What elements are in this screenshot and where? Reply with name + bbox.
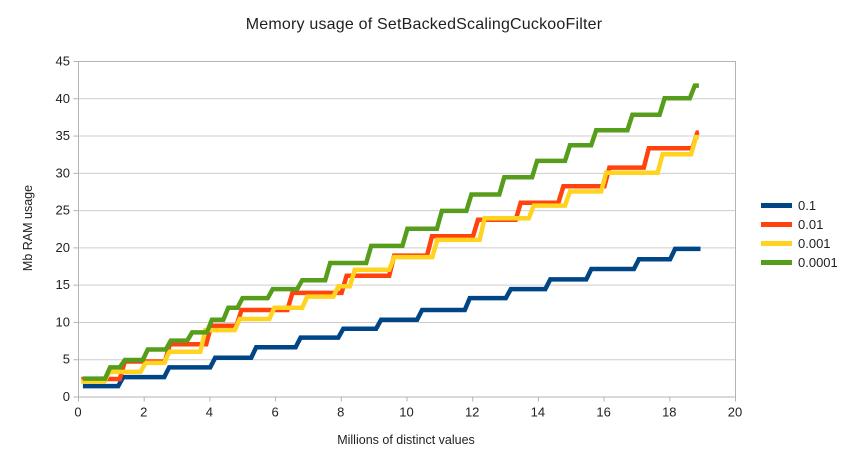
y-tick-label-15: 15 bbox=[56, 277, 70, 292]
legend-swatch-0.1 bbox=[761, 203, 792, 208]
series-line-0.001 bbox=[81, 134, 699, 384]
y-tick-label-30: 30 bbox=[56, 165, 70, 180]
y-tick-label-10: 10 bbox=[56, 314, 70, 329]
y-tick-label-25: 25 bbox=[56, 203, 70, 218]
x-tick-label-16: 16 bbox=[596, 405, 610, 420]
series-lines bbox=[81, 83, 701, 389]
x-tick-label-18: 18 bbox=[662, 405, 676, 420]
y-tick-label-0: 0 bbox=[63, 389, 70, 404]
axis-ticks bbox=[73, 61, 736, 402]
legend: 0.1 0.01 0.001 0.0001 bbox=[761, 196, 838, 272]
legend-swatch-0.0001 bbox=[761, 260, 792, 265]
gridlines bbox=[78, 61, 735, 361]
x-tick-label-0: 0 bbox=[74, 405, 81, 420]
y-tick-label-45: 45 bbox=[56, 54, 70, 69]
x-tick-label-12: 12 bbox=[465, 405, 479, 420]
legend-label: 0.0001 bbox=[798, 255, 838, 270]
y-tick-label-40: 40 bbox=[56, 91, 70, 106]
legend-swatch-0.001 bbox=[761, 241, 792, 246]
legend-label: 0.1 bbox=[798, 198, 817, 213]
axis-tick-labels: 0 5 10 15 20 25 30 35 40 45 0 2 4 6 8 10 12 14 16 18 20 bbox=[56, 54, 743, 420]
x-axis-title: Millions of distinct values bbox=[337, 433, 475, 447]
x-tick-label-2: 2 bbox=[140, 405, 147, 420]
x-tick-label-10: 10 bbox=[399, 405, 413, 420]
legend-swatch-0.01 bbox=[761, 222, 792, 227]
x-tick-label-8: 8 bbox=[337, 405, 344, 420]
series-line-0.0001 bbox=[82, 83, 699, 381]
x-tick-label-20: 20 bbox=[728, 405, 742, 420]
x-tick-label-14: 14 bbox=[531, 405, 545, 420]
legend-label: 0.001 bbox=[798, 236, 831, 251]
legend-item-0.001: 0.001 bbox=[761, 234, 838, 253]
legend-item-0.0001: 0.0001 bbox=[761, 253, 838, 272]
legend-label: 0.01 bbox=[798, 217, 824, 232]
y-tick-label-5: 5 bbox=[63, 352, 70, 367]
series-line-0.1 bbox=[82, 246, 701, 389]
y-tick-label-35: 35 bbox=[56, 128, 70, 143]
x-tick-label-4: 4 bbox=[206, 405, 213, 420]
legend-item-0.1: 0.1 bbox=[761, 196, 838, 215]
legend-item-0.01: 0.01 bbox=[761, 215, 838, 234]
y-tick-label-20: 20 bbox=[56, 240, 70, 255]
y-axis-title: Mb RAM usage bbox=[21, 184, 35, 272]
chart-title: Memory usage of SetBackedScalingCuckooFi… bbox=[245, 16, 603, 33]
x-tick-label-6: 6 bbox=[271, 405, 278, 420]
